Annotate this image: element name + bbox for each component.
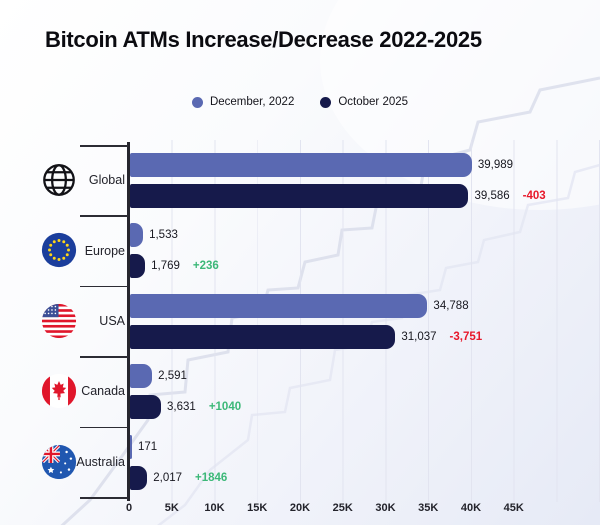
chart-row-usa: USA 34,788 31,037 -3,751	[0, 286, 600, 356]
x-tick-label: 40K	[460, 502, 482, 514]
delta-badge: +236	[192, 260, 219, 273]
chart-row-canada: Canada 2,591 3,631 +1040	[0, 356, 600, 426]
legend-label: December, 2022	[209, 96, 295, 108]
x-axis-ticks: 0 5K 10K 15K 20K 25K 30K 35K 40K 45K	[0, 502, 600, 518]
y-axis-line	[127, 142, 130, 501]
bar-value-label: 39,586	[474, 190, 510, 202]
bar-value-label: 2,017	[153, 471, 183, 484]
delta-badge: -3,751	[449, 330, 483, 343]
bar-australia-2022	[130, 434, 132, 459]
row-separator-tick	[80, 497, 128, 499]
bar-group-2025: 1,769 +236	[130, 254, 219, 279]
row-separator-tick	[80, 426, 128, 429]
australia-flag-icon	[40, 443, 78, 481]
bar-group-2025: 2,017 +1846	[130, 465, 228, 490]
x-tick-label: 25K	[332, 502, 353, 514]
category-label: Australia	[76, 454, 125, 469]
bar-australia-2025	[130, 465, 148, 490]
bar-usa-2022	[130, 293, 428, 318]
chart-row-australia: Australia 171 2,017 +1846	[0, 427, 600, 497]
delta-badge: +1040	[208, 401, 242, 414]
x-tick-label: 10K	[204, 502, 225, 514]
bar-value-label: 171	[138, 440, 158, 453]
legend-dot-icon	[191, 96, 203, 108]
canada-flag-icon	[40, 372, 78, 410]
x-tick-label: 20K	[289, 502, 311, 514]
legend-label: October 2025	[338, 96, 409, 108]
x-tick-label: 30K	[375, 502, 396, 514]
delta-badge: -403	[522, 190, 546, 202]
row-separator-tick	[80, 356, 128, 358]
x-tick-label: 0	[125, 502, 133, 514]
bar-canada-2025	[130, 395, 162, 420]
x-tick-label: 45K	[503, 502, 524, 514]
row-separator-tick	[80, 215, 128, 217]
category-label: Europe	[84, 243, 125, 258]
chart-row-europe: Europe 1,533 1,769 +236	[0, 215, 600, 285]
eu-flag-icon	[40, 231, 78, 269]
x-tick-label: 35K	[418, 502, 439, 514]
legend-dot-icon	[320, 96, 332, 108]
page-title: Bitcoin ATMs Increase/Decrease 2022-2025	[45, 27, 482, 52]
bar-group-2025: 31,037 -3,751	[130, 324, 483, 349]
globe-icon	[40, 161, 78, 199]
bar-group-2025: 3,631 +1040	[130, 395, 242, 420]
bar-group-2022: 1,533	[130, 223, 178, 248]
bar-group-2025: 39,586 -403	[130, 184, 546, 208]
bar-group-2022: 171	[130, 434, 158, 459]
bar-europe-2025	[130, 254, 146, 279]
bar-usa-2025	[130, 324, 396, 349]
category-label: USA	[99, 313, 125, 328]
chart-legend: December, 2022 October 2025	[0, 96, 600, 108]
delta-badge: +1846	[195, 471, 228, 484]
category-label: Canada	[81, 384, 125, 399]
x-tick-label: 15K	[247, 502, 268, 514]
legend-item-2025: October 2025	[320, 96, 408, 108]
bar-group-2022: 34,788	[130, 293, 469, 318]
chart-row-global: Global 39,989 39,586 -403	[0, 145, 600, 215]
row-separator-tick	[80, 285, 128, 288]
bar-value-label: 34,788	[433, 299, 469, 312]
bar-value-label: 2,591	[158, 370, 187, 383]
bar-global-2025	[130, 184, 469, 208]
x-tick-label: 5K	[164, 502, 179, 514]
usa-flag-icon	[40, 302, 78, 340]
bar-value-label: 31,037	[401, 330, 437, 343]
row-separator-tick	[80, 145, 128, 147]
legend-item-2022: December, 2022	[191, 96, 295, 108]
plot-rows: Global 39,989 39,586 -403 Europe 1,533 1,769 +…	[0, 145, 600, 497]
category-label: Global	[88, 173, 125, 188]
bar-value-label: 1,769	[151, 260, 180, 273]
bar-value-label: 3,631	[167, 401, 196, 414]
bar-global-2022	[130, 153, 472, 177]
bar-value-label: 39,989	[477, 159, 514, 171]
bar-europe-2022	[130, 223, 144, 248]
bar-value-label: 1,533	[149, 229, 178, 242]
bar-canada-2022	[130, 364, 153, 389]
bar-group-2022: 2,591	[130, 364, 187, 389]
bar-group-2022: 39,989	[130, 153, 513, 177]
